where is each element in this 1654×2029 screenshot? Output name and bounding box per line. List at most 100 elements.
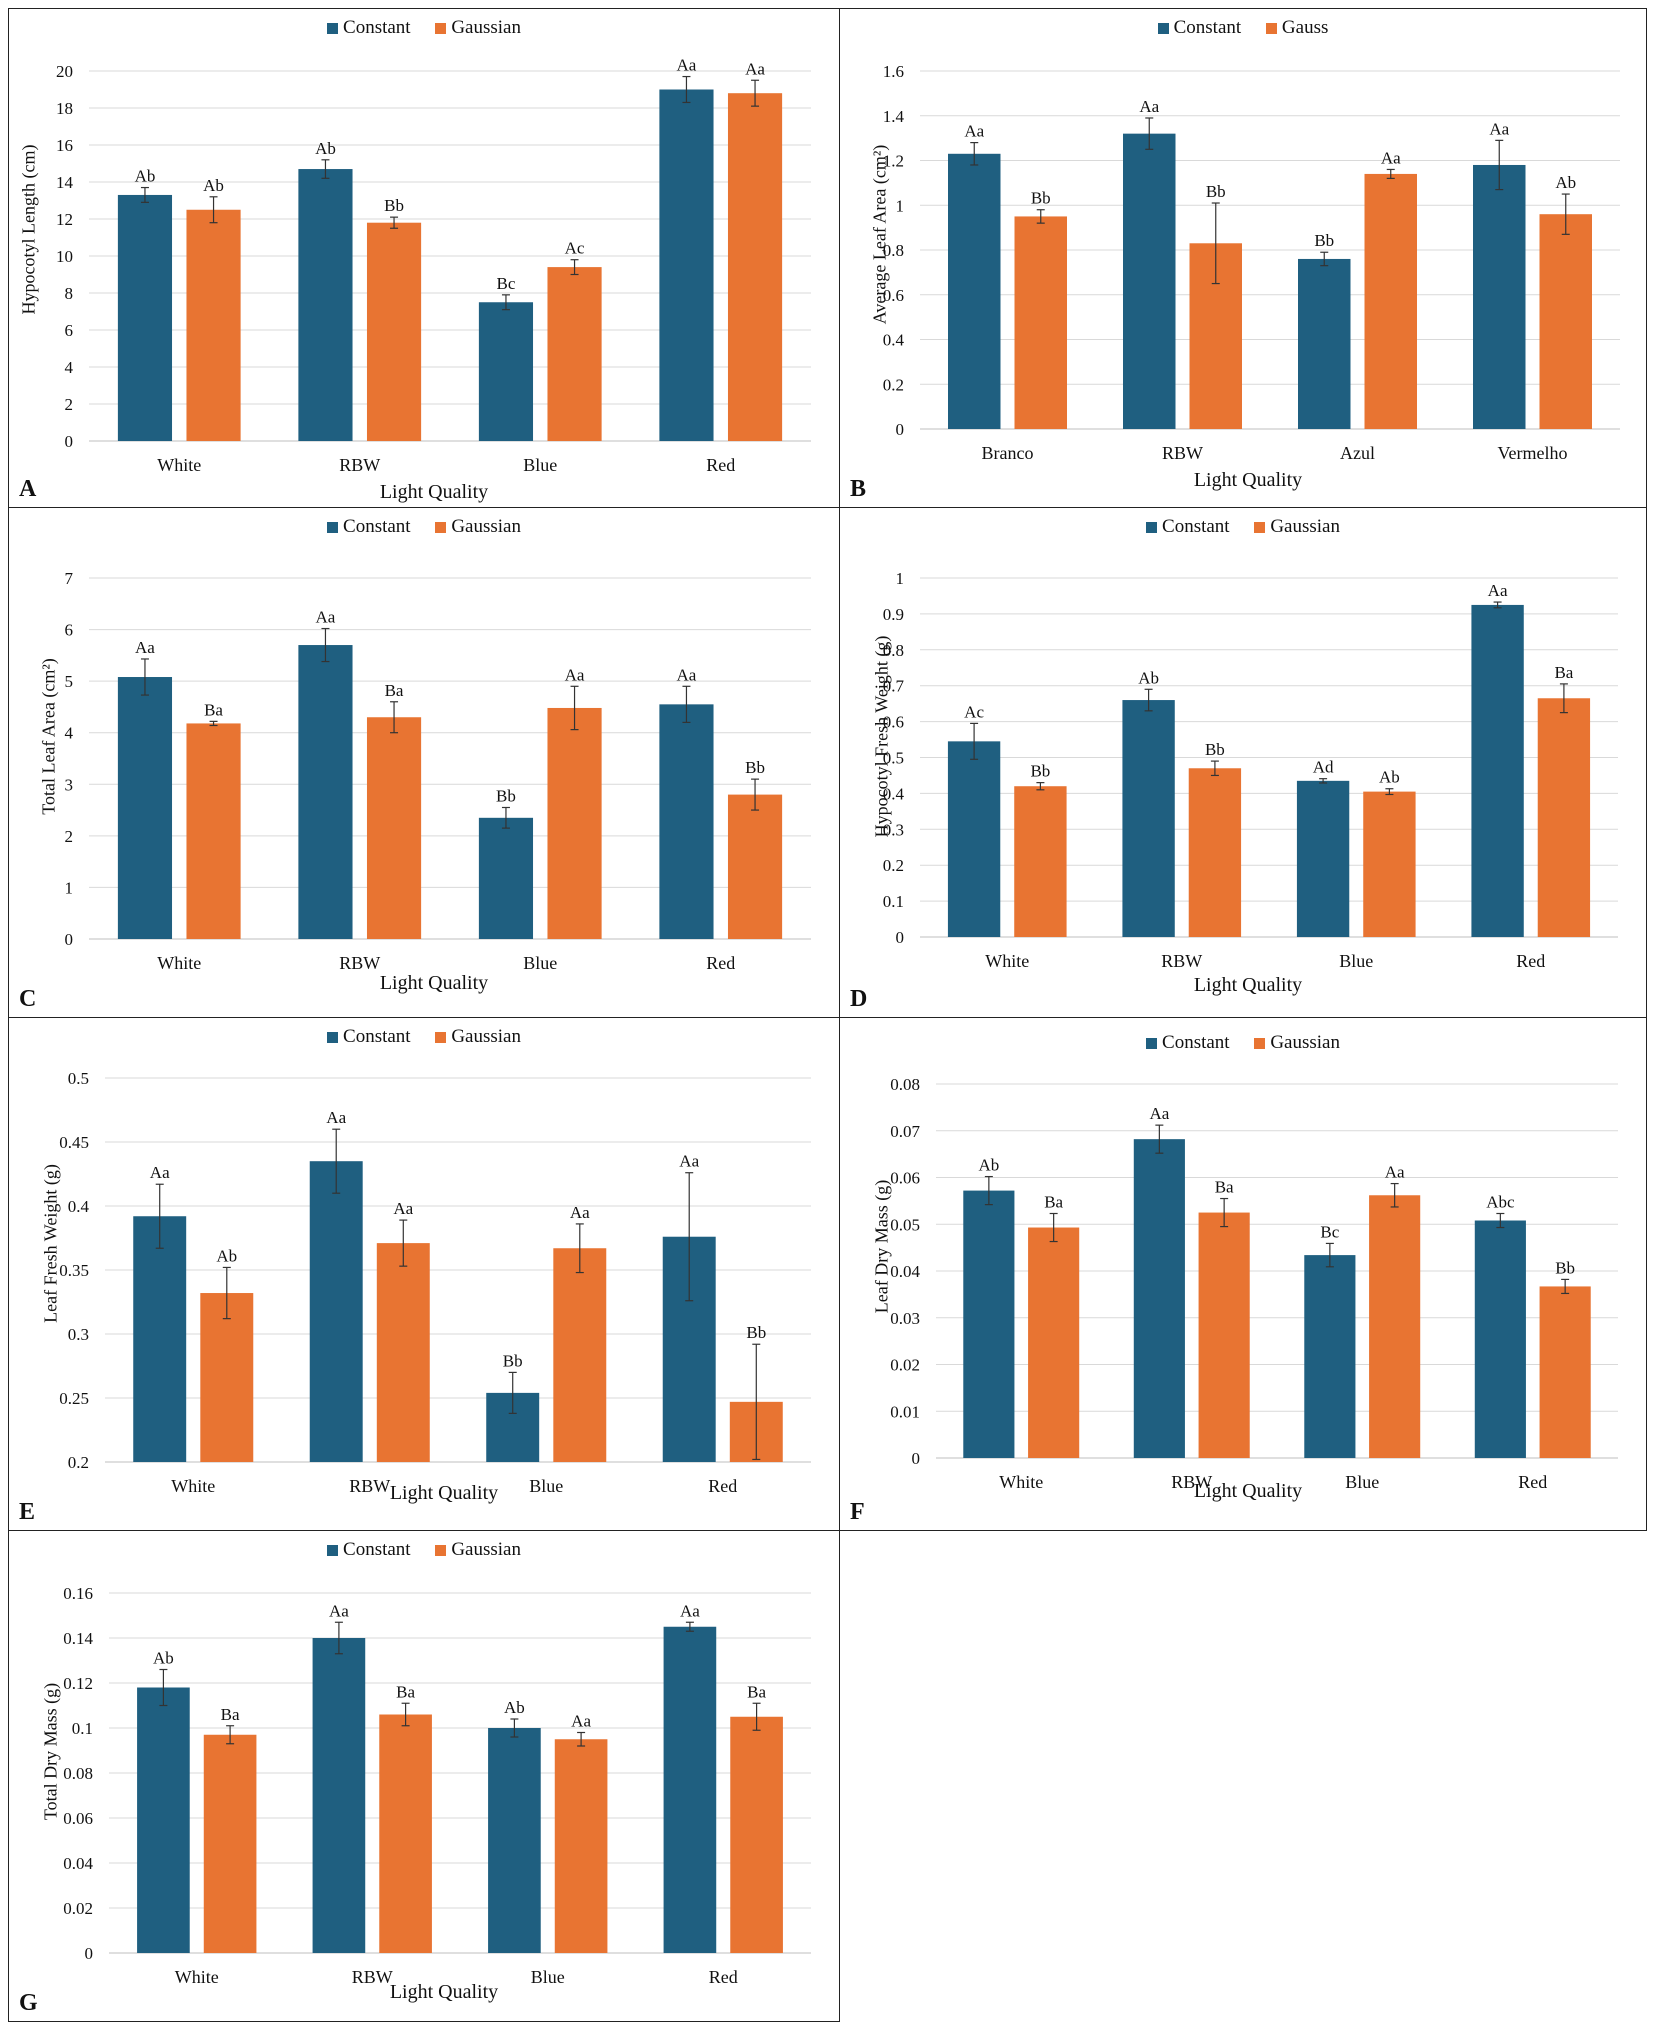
legend-label-constant: Constant [343,516,411,537]
legend-item-gaussian: Gaussian [435,1539,521,1561]
y-axis-title: Hypocotyl Fresh Weight (g) [871,635,892,838]
significance-label: Bb [384,196,404,215]
significance-label: Ab [1555,173,1576,192]
significance-label: Ab [216,1246,237,1265]
significance-label: Aa [680,1601,700,1620]
bar-gaussian [1539,1286,1591,1458]
legend: Constant Gaussian [9,17,839,40]
legend-item-gaussian: Gaussian [1254,1032,1340,1054]
bar-constant [1298,258,1351,429]
significance-label: Bb [746,1323,766,1342]
significance-label: Aa [964,122,984,141]
bar-constant [478,817,534,939]
chart-svg: 0 0.2 0.4 0.6 0.8 1 1.2 1.4 1.6 Aa Bb Branco Aa Bb RBW… [883,62,1620,463]
y-tick-label: 6 [65,621,74,640]
significance-label: Ba [1044,1192,1063,1211]
x-tick-label: Blue [1339,951,1373,971]
x-tick-label: Branco [982,443,1034,463]
significance-label: Ba [221,1705,240,1724]
y-tick-label: 0.5 [68,1069,89,1088]
y-tick-label: 0.04 [63,1854,93,1873]
y-tick-label: 0.2 [883,856,904,875]
y-tick-label: 0.4 [68,1197,90,1216]
bar-constant [298,645,353,939]
gaussian-swatch [1254,1037,1266,1049]
bar-constant [1473,164,1526,429]
y-tick-label: 4 [65,724,74,743]
bar-gaussian [1188,768,1242,937]
gaussian-swatch [435,22,447,34]
chart-svg: 0.2 0.25 0.3 0.35 0.4 0.45 0.5 Aa Ab White Aa Aa RBW… [59,1069,811,1496]
bar-gaussian [547,707,602,939]
bar-gauss [1539,214,1592,429]
significance-label: Ac [565,239,585,258]
legend-item-gauss: Gauss [1265,17,1328,39]
significance-label: Aa [1488,581,1508,600]
gaussian-swatch [435,1031,447,1043]
bar-gaussian [1014,786,1067,937]
significance-label: Aa [571,1712,591,1731]
x-tick-label: RBW [339,953,380,973]
panel-tag: G [19,1990,38,2016]
legend-item-constant: Constant [327,17,411,39]
y-tick-label: 0.2 [68,1453,89,1472]
y-axis-title: Leaf Dry Mass (g) [871,1179,892,1314]
significance-label: Aa [679,1152,699,1171]
significance-label: Ba [747,1682,766,1701]
y-tick-label: 20 [56,62,73,81]
significance-label: Aa [326,1108,346,1127]
panel-a: Constant Gaussian 0 2 4 6 8 10 12 14 16 18 20 Ab Ab W… [8,8,840,508]
significance-label: Ba [204,700,223,719]
y-tick-label: 0.8 [883,241,904,260]
bar-gaussian [379,1714,432,1953]
significance-label: Bb [1205,740,1225,759]
y-axis-title-wrap: Hypocotyl Fresh Weight (g) [862,508,896,958]
legend-item-constant: Constant [327,1026,411,1048]
x-tick-label: Blue [1345,1472,1379,1492]
significance-label: Ab [1138,668,1159,687]
y-tick-label: 0 [65,432,74,451]
significance-label: Ab [153,1649,174,1668]
x-tick-label: RBW [1171,1472,1212,1492]
y-tick-label: 8 [65,284,74,303]
y-tick-label: 18 [56,99,73,118]
bar-constant [963,1190,1015,1458]
bar-gaussian [1537,698,1591,937]
legend: Constant Gauss [840,17,1646,40]
y-tick-label: 16 [56,136,73,155]
y-tick-label: 0.5 [883,749,904,768]
significance-label: Ab [315,139,336,158]
y-tick-label: 0.01 [890,1402,920,1421]
y-tick-label: 12 [56,210,73,229]
legend-label-gaussian: Gaussian [451,516,521,537]
panel-tag: A [19,476,37,502]
significance-label: Bb [503,1351,523,1370]
y-tick-label: 0.6 [883,713,904,732]
legend-label-gaussian: Gaussian [1270,516,1340,537]
panel-e: Constant Gaussian 0.2 0.25 0.3 0.35 0.4 0.45 0… [8,1017,840,1531]
x-tick-label: Red [706,455,735,475]
x-tick-label: White [999,1472,1043,1492]
y-tick-label: 0 [912,1449,921,1468]
legend-label-gaussian: Gaussian [451,1026,521,1047]
x-tick-label: Red [1516,951,1545,971]
x-tick-label: Red [708,1476,737,1496]
significance-label: Bc [1320,1222,1339,1241]
significance-label: Aa [1385,1163,1405,1182]
x-tick-label: White [175,1967,219,1987]
bar-gaussian [1363,791,1416,937]
x-tick-label: Blue [523,953,557,973]
significance-label: Bb [1031,189,1051,208]
panel-tag: D [850,986,868,1012]
bar-constant [947,741,1001,937]
significance-label: Bb [745,758,765,777]
gaussian-swatch [1265,22,1277,34]
significance-label: Bb [1030,762,1050,781]
bar-gaussian [730,1716,783,1953]
y-tick-label: 0.08 [63,1764,93,1783]
gaussian-swatch [1254,521,1266,533]
gaussian-swatch [435,521,447,533]
y-axis-title: Total Leaf Area (cm²) [38,658,59,815]
bar-gauss [1364,173,1417,429]
bar-gaussian [1369,1195,1421,1458]
